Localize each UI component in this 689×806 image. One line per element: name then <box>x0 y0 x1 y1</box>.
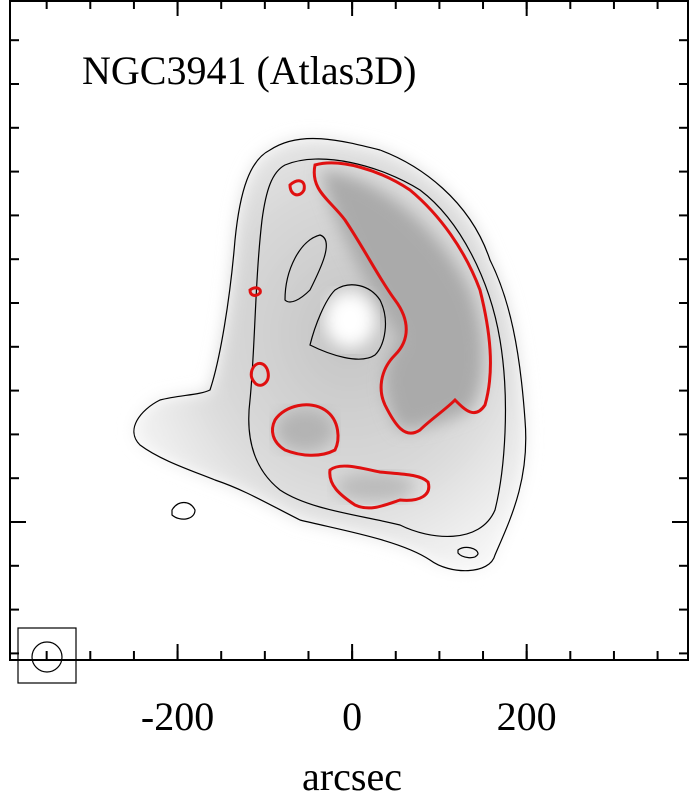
frame <box>9 0 689 661</box>
x-tick-label: 200 <box>497 694 557 739</box>
contours <box>133 137 527 572</box>
x-axis-label: arcsec <box>302 754 402 799</box>
red-contours <box>248 161 492 510</box>
chart-title: NGC3941 (Atlas3D) <box>82 48 416 93</box>
x-tick-label: 0 <box>342 694 362 739</box>
galaxy-image <box>133 138 526 571</box>
x-tick-label: -200 <box>141 694 214 739</box>
